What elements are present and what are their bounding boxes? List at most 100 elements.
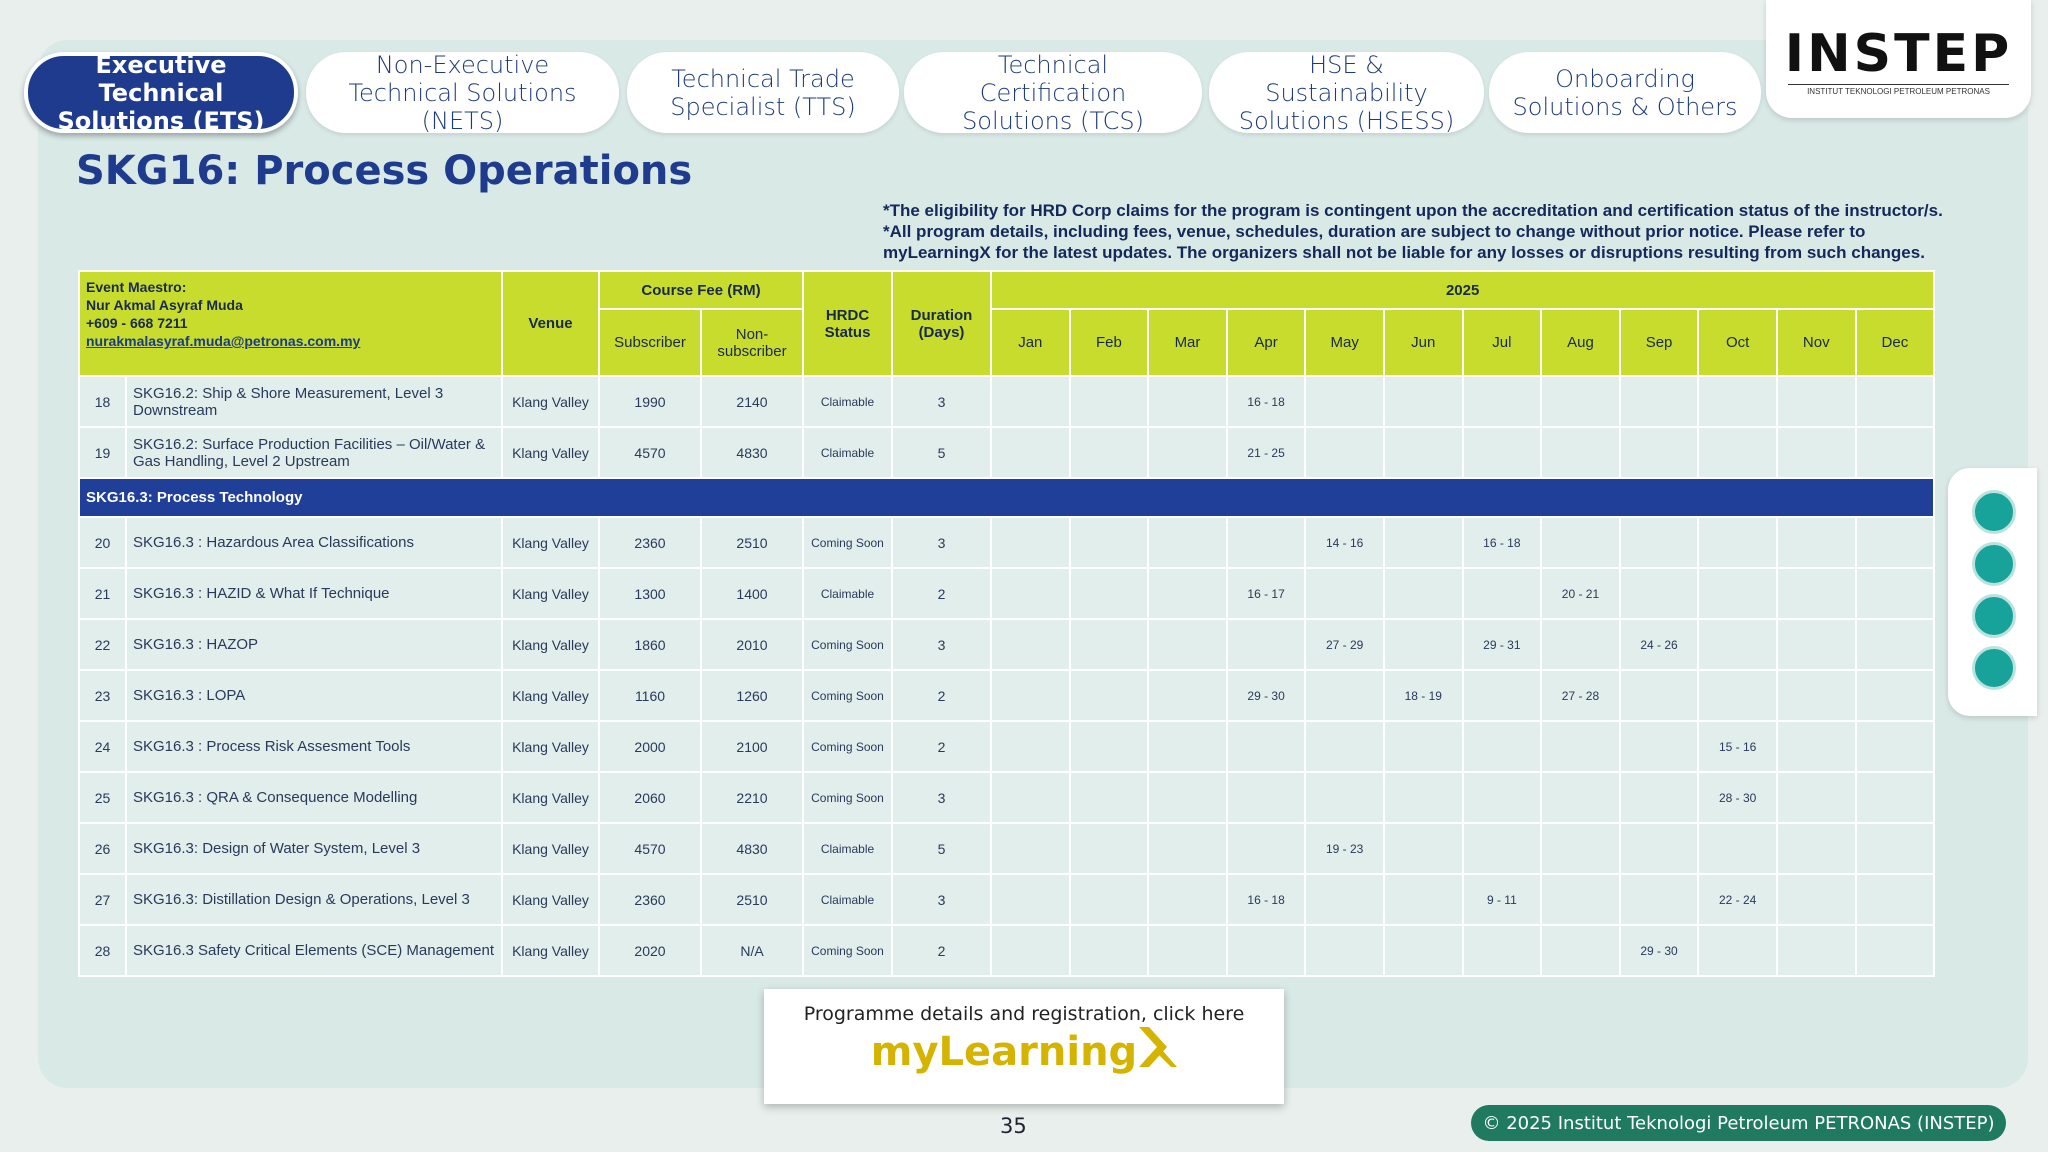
venue: Klang Valley [501,516,600,569]
duration: 5 [891,426,992,479]
row-number: 24 [78,720,127,773]
schedule-cell: 15 - 16 [1697,720,1778,773]
schedule-cell [1697,426,1778,479]
schedule-cell: 14 - 16 [1304,516,1385,569]
schedule-cell [1775,567,1857,620]
schedule-cell [1854,618,1936,671]
maestro-email[interactable]: nurakmalasyraf.muda@petronas.com.my [86,333,361,349]
schedule-cell: 16 - 18 [1225,375,1307,428]
prev-button[interactable] [1972,594,2016,638]
course-row: 24 SKG16.3 : Process Risk Assesment Tools… [78,720,1936,773]
schedule-cell [1540,426,1621,479]
schedule-cell: 24 - 26 [1618,618,1700,671]
schedule-cell [1775,822,1857,875]
fee-non-subscriber: 1400 [700,567,804,620]
schedule-cell [1225,516,1307,569]
header-cell: HRDC Status [802,270,893,377]
month-header: Dec [1854,308,1936,377]
tab[interactable]: HSE & Sustainability Solutions (HSESS) [1209,51,1484,135]
course-title: SKG16.2: Ship & Shore Measurement, Level… [125,375,503,428]
schedule-cell [1068,567,1150,620]
schedule-cell [1540,618,1621,671]
tab[interactable]: Executive Technical Solutions (ETS) [24,51,298,135]
schedule-cell [1618,516,1700,569]
schedule-cell [1775,924,1857,977]
registration-link[interactable]: Programme details and registration, clic… [764,989,1284,1104]
copyright: © 2025 Institut Teknologi Petroleum PETR… [1471,1105,2006,1141]
schedule-cell [1697,618,1778,671]
month-header: Nov [1775,308,1857,377]
venue: Klang Valley [501,375,600,428]
fee-subscriber: 1990 [598,375,702,428]
tab[interactable]: Non-Executive Technical Solutions (NETS) [306,51,619,135]
tab[interactable]: Technical Trade Specialist (TTS) [627,52,899,133]
schedule-cell [1775,771,1857,824]
header-cell: Non-subscriber [700,308,804,377]
course-row: 22 SKG16.3 : HAZOP Klang Valley 1860 2010 Com… [78,618,1936,671]
month-header: May [1304,308,1385,377]
calendar-button[interactable] [1972,542,2016,586]
schedule-cell: 29 - 31 [1461,618,1543,671]
schedule-cell [1147,375,1228,428]
schedule-cell [1068,873,1150,926]
month-header: Jan [990,308,1071,377]
schedule-cell [1775,426,1857,479]
schedule-cell [1068,375,1150,428]
course-row: 25 SKG16.3 : QRA & Consequence Modelling K… [78,771,1936,824]
schedule-cell [1382,720,1464,773]
month-header: Oct [1697,308,1778,377]
fee-subscriber: 2360 [598,873,702,926]
schedule-cell [1068,771,1150,824]
schedule-cell [1540,375,1621,428]
row-number: 21 [78,567,127,620]
schedule-cell [1382,924,1464,977]
schedule-cell [1697,822,1778,875]
tab[interactable]: Onboarding Solutions & Others [1489,52,1761,133]
home-button[interactable] [1972,490,2016,534]
note: *The eligibility for HRD Corp claims for… [883,201,1943,220]
duration: 2 [891,567,992,620]
course-title: SKG16.3 : QRA & Consequence Modelling [125,771,503,824]
schedule-cell [1304,567,1385,620]
duration: 3 [891,771,992,824]
schedule-cell [990,771,1071,824]
hrdc-status: Coming Soon [802,669,893,722]
schedule-cell [1854,822,1936,875]
schedule-cell [1775,618,1857,671]
section-row: SKG16.3: Process Technology [77,477,1936,518]
month-header: Jun [1382,308,1464,377]
schedule-cell [990,375,1071,428]
schedule-cell: 9 - 11 [1461,873,1543,926]
course-title: SKG16.3: Distillation Design & Operation… [125,873,503,926]
header-cell: Course Fee (RM) [598,270,804,310]
fee-non-subscriber: 2510 [700,873,804,926]
schedule-cell [1461,822,1543,875]
fee-non-subscriber: 1260 [700,669,804,722]
section-title: SKG16.3: Process Technology [77,477,1936,518]
fee-subscriber: 2020 [598,924,702,977]
side-nav [1948,468,2037,716]
notes: *The eligibility for HRD Corp claims for… [883,200,1963,263]
schedule-cell [1618,720,1700,773]
schedule-cell [990,426,1071,479]
schedule-cell [1697,375,1778,428]
fee-non-subscriber: 4830 [700,822,804,875]
hrdc-status: Coming Soon [802,924,893,977]
next-button[interactable] [1972,646,2016,690]
schedule-cell [1697,516,1778,569]
course-row: 21 SKG16.3 : HAZID & What If Technique Kla… [78,567,1936,620]
hrdc-status: Claimable [802,873,893,926]
venue: Klang Valley [501,822,600,875]
schedule-cell [1540,924,1621,977]
course-row: 28 SKG16.3 Safety Critical Elements (SCE)… [78,924,1936,977]
schedule-cell [1618,375,1700,428]
tab[interactable]: Technical Certification Solutions (TCS) [904,51,1202,135]
schedule-cell [1068,822,1150,875]
schedule-cell [990,618,1071,671]
month-header: Feb [1068,308,1150,377]
fee-subscriber: 2360 [598,516,702,569]
month-header: Aug [1540,308,1621,377]
page-title: SKG16: Process Operations [76,148,693,194]
schedule-cell: 20 - 21 [1540,567,1621,620]
schedule-cell [1147,618,1228,671]
